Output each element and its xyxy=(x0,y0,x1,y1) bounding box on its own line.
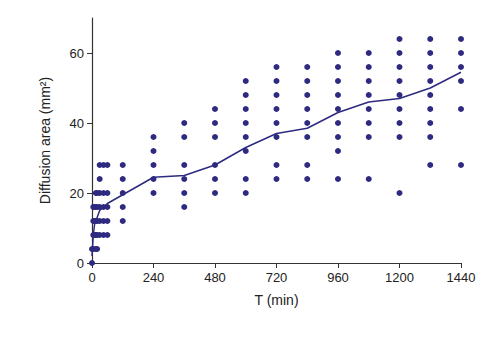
svg-text:0: 0 xyxy=(88,270,95,285)
svg-text:240: 240 xyxy=(143,270,165,285)
svg-text:60: 60 xyxy=(70,46,84,61)
svg-text:1440: 1440 xyxy=(447,270,476,285)
svg-text:960: 960 xyxy=(327,270,349,285)
svg-text:Diffusion area (mm²): Diffusion area (mm²) xyxy=(37,77,53,204)
svg-text:0: 0 xyxy=(77,256,84,271)
svg-text:T (min): T (min) xyxy=(254,292,298,308)
svg-text:1200: 1200 xyxy=(385,270,414,285)
svg-text:480: 480 xyxy=(204,270,226,285)
svg-text:720: 720 xyxy=(266,270,288,285)
svg-text:40: 40 xyxy=(70,116,84,131)
svg-text:20: 20 xyxy=(70,186,84,201)
